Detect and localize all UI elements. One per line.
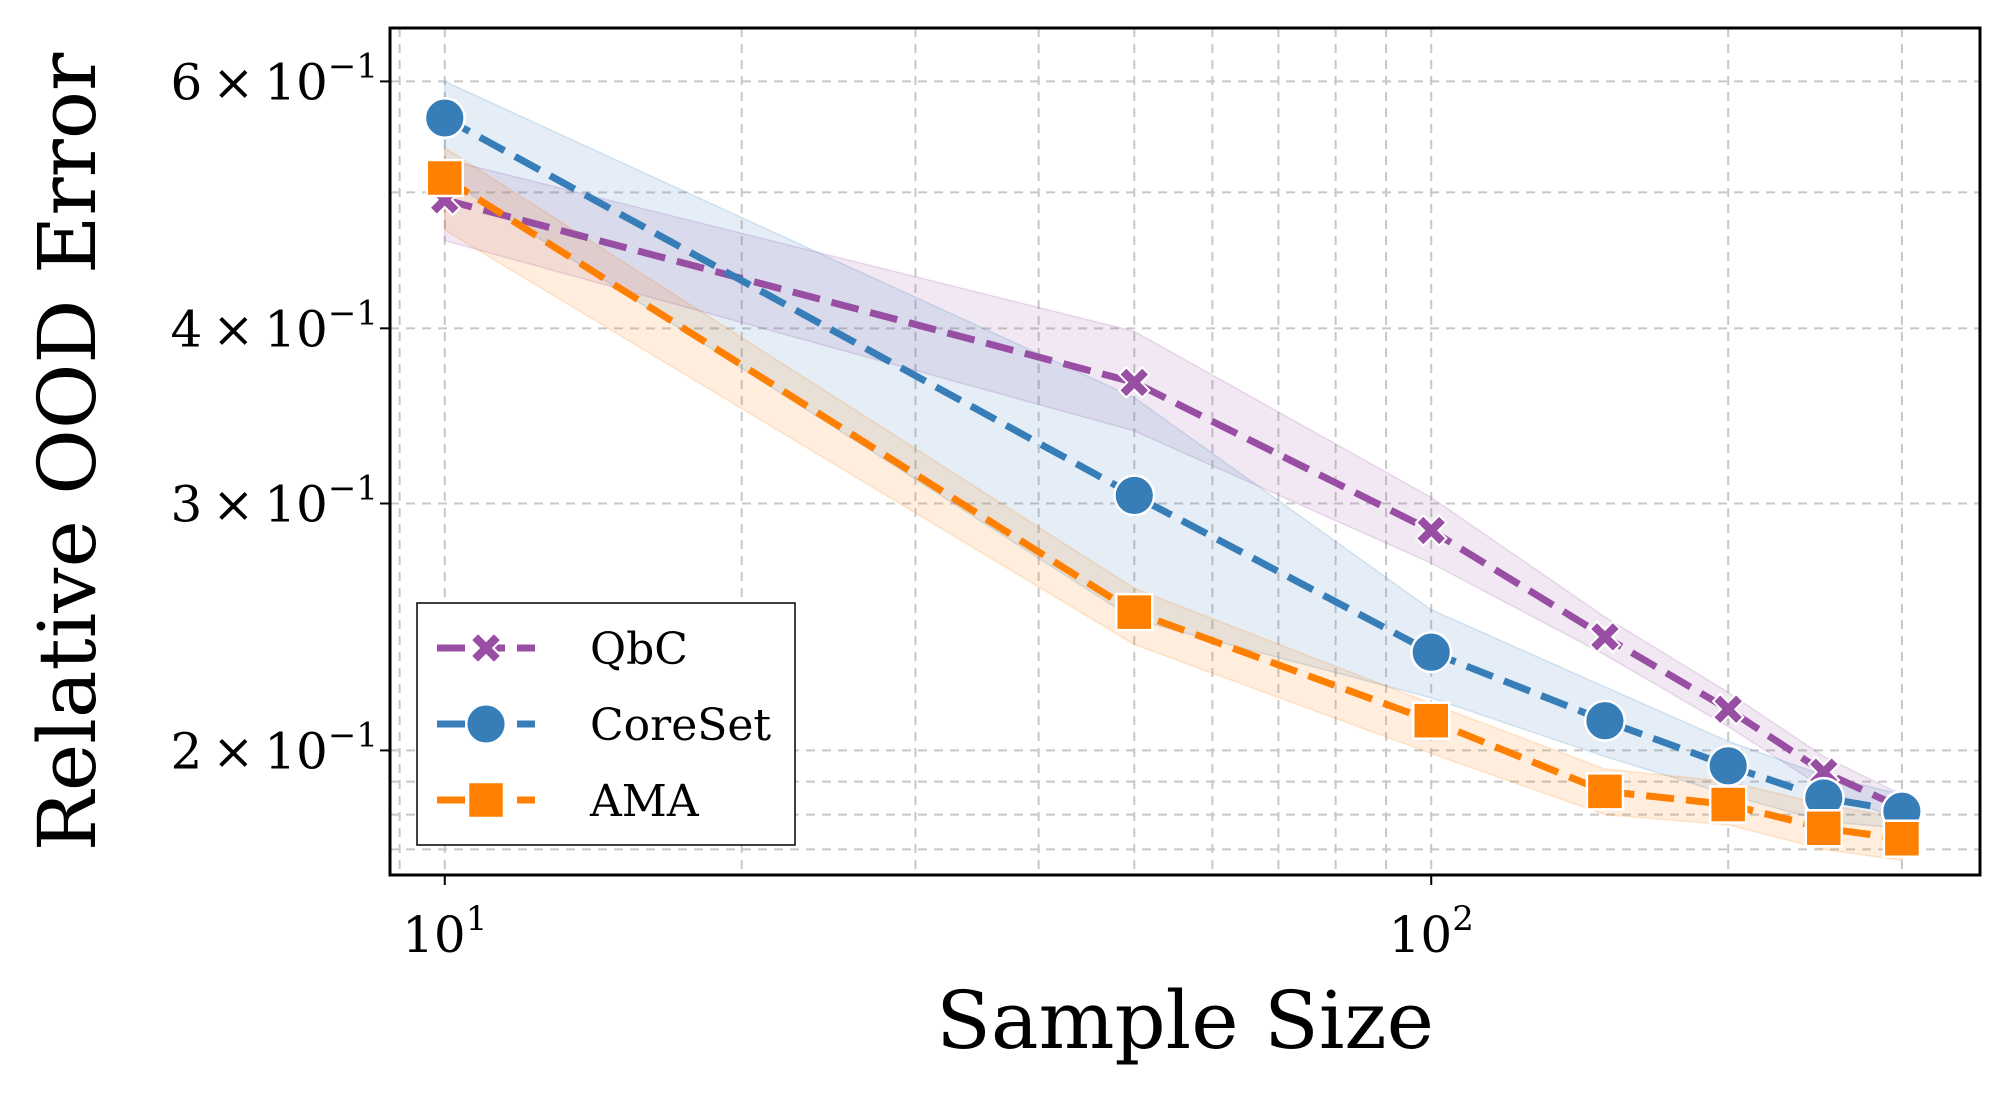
coreset-data-point [1410,631,1453,674]
legend: QbC CoreSet AMA [416,602,796,846]
coreset-data-point [1113,474,1156,517]
legend-label: QbC [590,624,688,675]
y-axis-title: Relative OOD Error [21,52,114,851]
qbc-data-point [1117,365,1151,399]
ama-data-point [425,158,465,198]
coreset-data-point [1707,744,1750,787]
qbc-data-point [1414,513,1448,548]
plot-frame [388,26,1982,877]
y-tick-label: 2 × 10−1 [171,715,378,780]
x-tick-label: 102 [1389,899,1474,964]
legend-label: AMA [589,776,700,827]
legend-swatch-marker [469,631,503,665]
ama-data-point [1115,592,1154,632]
ama-data-point [1882,819,1922,858]
series-markers [423,96,1923,858]
y-axis-ticks: 2 × 10−1 3 × 10−1 4 × 10−1 6 × 10−1 [171,46,390,780]
ama-data-point [1804,809,1844,848]
coreset-data-point [423,96,466,140]
y-tick-label: 4 × 10−1 [171,293,378,358]
qbc-data-point [1588,620,1622,654]
ama-data-point [1585,772,1625,811]
legend-item-coreset: CoreSet [437,700,771,751]
ama-data-point [1708,785,1748,824]
qbc-data-point [1711,692,1745,726]
legend-swatch-marker [466,780,506,820]
ama-data-point [1411,701,1451,740]
legend-item-ama: AMA [437,776,700,827]
x-tick-label: 101 [402,899,487,964]
y-tick-label: 6 × 10−1 [171,46,378,111]
legend-label: CoreSet [590,700,771,751]
x-axis-title: Sample Size [936,974,1434,1067]
legend-item-qbc: QbC [437,624,688,675]
coreset-data-point [1583,699,1626,742]
ama-confidence-band [444,146,1903,862]
legend-swatch-marker [464,702,508,746]
x-axis-ticks: 101 102 [402,875,1474,964]
y-tick-label: 3 × 10−1 [171,469,378,534]
